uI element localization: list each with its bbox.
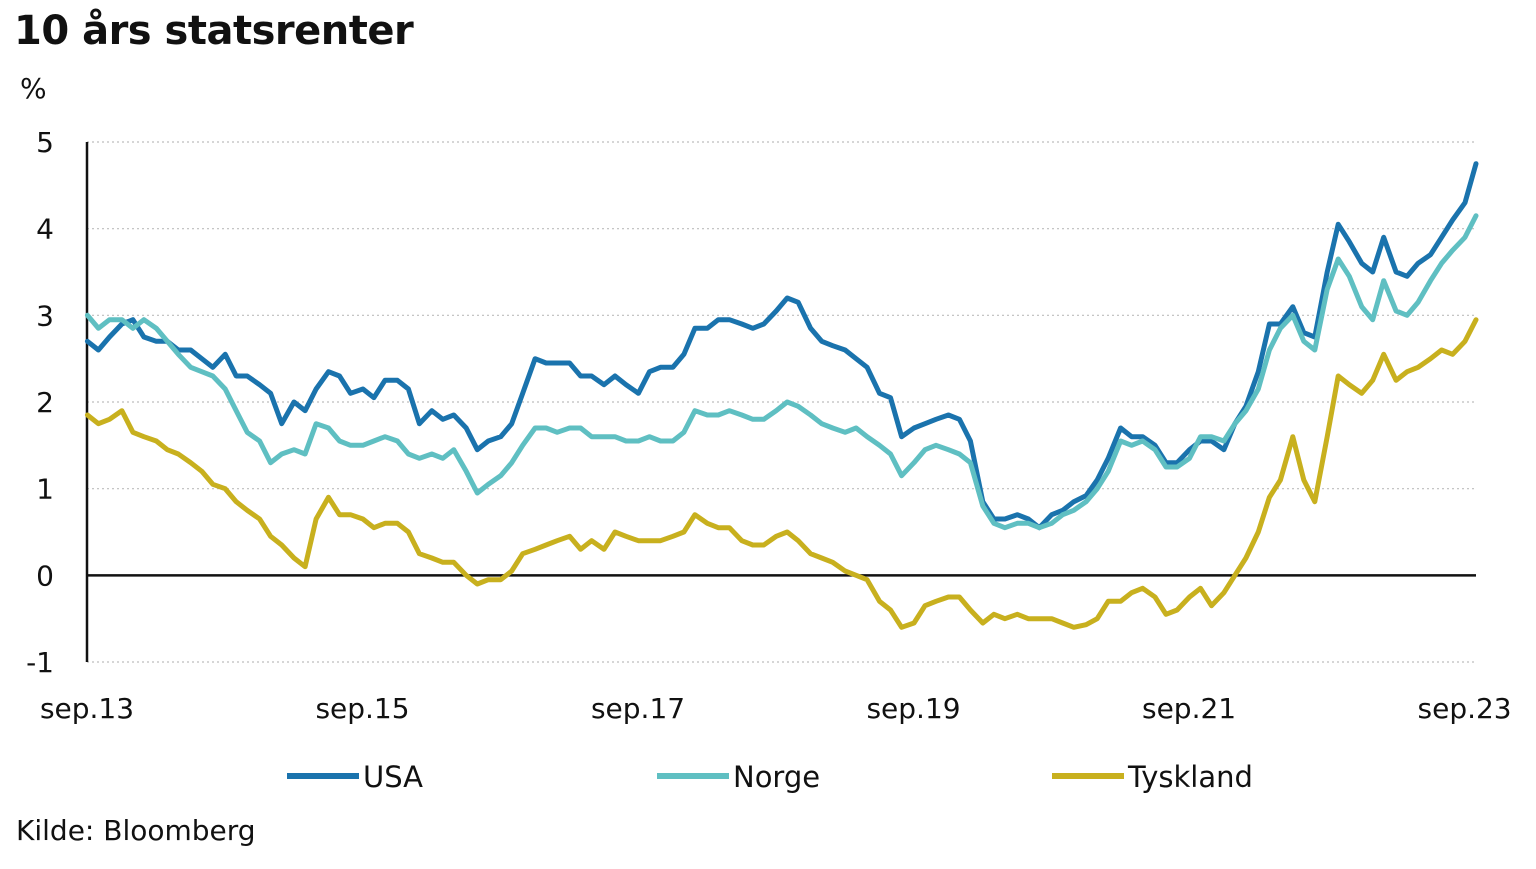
y-tick-label: 3 xyxy=(36,299,54,332)
y-tick-label: -1 xyxy=(26,646,54,679)
y-tick-label: 4 xyxy=(36,213,54,246)
legend-label-norge: Norge xyxy=(733,760,820,794)
series-line-tyskland xyxy=(84,317,1479,630)
axes xyxy=(85,142,1476,662)
chart-title: 10 års statsrenter xyxy=(14,8,414,54)
x-tick-label: sep.19 xyxy=(866,692,960,725)
legend: USA Norge Tyskland xyxy=(287,760,1253,794)
y-axis-unit: % xyxy=(20,72,47,105)
x-tick-label: sep.13 xyxy=(40,692,134,725)
y-tick-label: 2 xyxy=(36,386,54,419)
source-note: Kilde: Bloomberg xyxy=(16,814,256,847)
grid-lines xyxy=(87,141,1476,663)
series-line-usa xyxy=(84,161,1479,531)
x-tick-label: sep.15 xyxy=(315,692,409,725)
series-line-norge xyxy=(84,213,1479,531)
x-tick-label: sep.17 xyxy=(591,692,685,725)
x-tick-label: sep.21 xyxy=(1142,692,1236,725)
y-tick-label: 5 xyxy=(36,126,54,159)
y-tick-labels: -1 0 1 2 3 4 5 xyxy=(26,126,54,679)
x-tick-label: sep.23 xyxy=(1418,692,1512,725)
y-tick-label: 1 xyxy=(36,473,54,506)
legend-label-usa: USA xyxy=(363,760,423,794)
x-tick-labels: sep.13 sep.15 sep.17 sep.19 sep.21 sep.23 xyxy=(40,692,1512,725)
legend-label-tyskland: Tyskland xyxy=(1127,760,1253,794)
y-tick-label: 0 xyxy=(36,559,54,592)
series-lines xyxy=(84,161,1479,630)
